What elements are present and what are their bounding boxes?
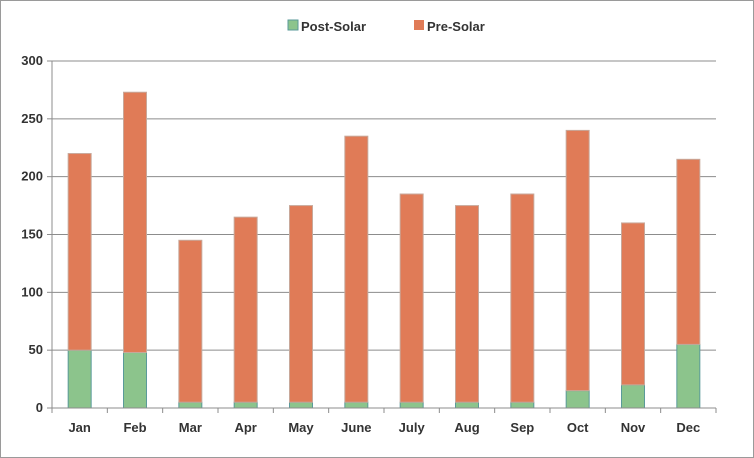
bar-post-solar xyxy=(565,390,590,409)
legend-swatch-pre-solar xyxy=(414,20,424,30)
bar-post-solar xyxy=(123,351,147,409)
bar-pre-solar xyxy=(399,193,424,403)
bar-post-solar xyxy=(344,401,369,409)
bar-pre-solar xyxy=(565,129,590,392)
bar-pre-solar xyxy=(676,158,701,345)
bar-post-solar xyxy=(178,401,203,409)
bar-post-solar xyxy=(399,401,424,409)
bar-post-solar xyxy=(510,401,535,409)
x-tick-label: Oct xyxy=(567,420,589,435)
y-tick-label: 250 xyxy=(21,111,43,126)
x-tick-label: Nov xyxy=(621,420,646,435)
y-tick-label: 0 xyxy=(36,400,43,415)
bar-pre-solar xyxy=(289,205,313,403)
bar-post-solar xyxy=(233,401,258,409)
x-tick-label: Aug xyxy=(454,420,479,435)
x-tick-label: Apr xyxy=(234,420,256,435)
x-tick-label: Jan xyxy=(68,420,90,435)
x-tick-label: Sep xyxy=(510,420,534,435)
legend-label-pre-solar: Pre-Solar xyxy=(427,19,485,34)
x-tick-label: June xyxy=(341,420,371,435)
y-tick-label: 150 xyxy=(21,227,43,242)
bar-pre-solar xyxy=(621,222,645,386)
x-tick-labels: Jan Feb Mar Apr May June July Aug Sep Oct Nov Dec xyxy=(68,420,700,435)
bar-post-solar xyxy=(289,401,313,409)
bar-post-solar xyxy=(67,349,92,409)
bar-pre-solar xyxy=(344,135,369,403)
axes xyxy=(51,61,716,413)
y-tick-label: 200 xyxy=(21,169,43,184)
bar-pre-solar xyxy=(123,91,147,353)
bar-pre-solar xyxy=(178,239,203,403)
bar-post-solar xyxy=(621,384,645,409)
bar-pre-solar xyxy=(510,193,535,403)
x-tick-label: Feb xyxy=(123,420,146,435)
legend-swatch-post-solar xyxy=(287,19,299,31)
bar-post-solar xyxy=(676,343,701,409)
bars xyxy=(67,91,701,409)
y-tick-labels: 0 50 100 150 200 250 300 xyxy=(21,53,43,415)
x-tick-label: Mar xyxy=(179,420,202,435)
x-tick-label: May xyxy=(288,420,314,435)
bar-pre-solar xyxy=(455,205,479,403)
x-tick-label: Dec xyxy=(676,420,700,435)
bar-pre-solar xyxy=(67,153,92,351)
chart-legend: Post-Solar Pre-Solar xyxy=(287,19,485,34)
x-tick-label: July xyxy=(399,420,426,435)
bar-post-solar xyxy=(455,401,479,409)
bar-pre-solar xyxy=(233,216,258,403)
y-tick-label: 300 xyxy=(21,53,43,68)
legend-label-post-solar: Post-Solar xyxy=(301,19,366,34)
gridlines xyxy=(47,60,717,413)
y-tick-label: 50 xyxy=(29,342,43,357)
y-tick-label: 100 xyxy=(21,284,43,299)
